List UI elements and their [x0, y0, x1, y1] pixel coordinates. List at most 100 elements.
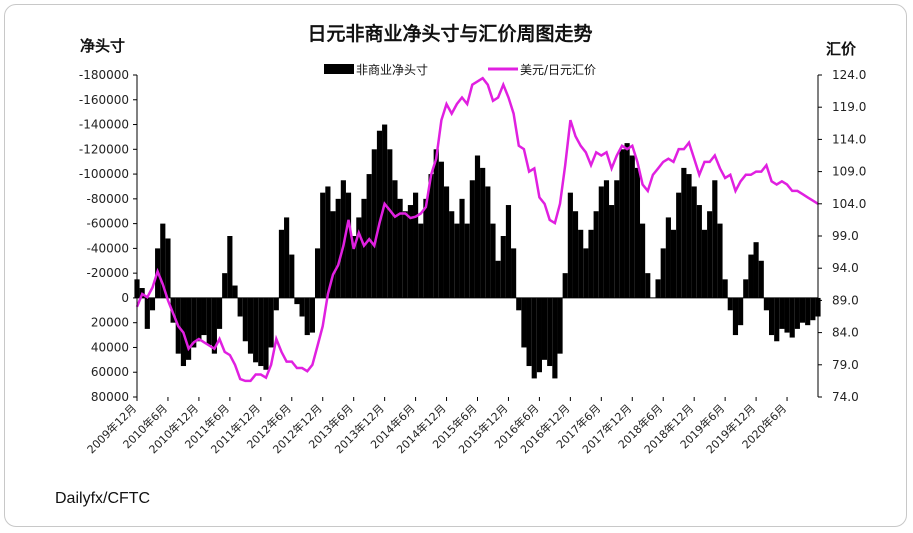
right-tick-label: 114.0 — [832, 132, 866, 146]
bar-net-position — [258, 297, 264, 367]
right-tick-label: 79.0 — [832, 358, 859, 372]
bar-net-position — [789, 297, 795, 338]
bar-net-position — [727, 297, 733, 311]
chart-title: 日元非商业净头寸与汇价周图走势 — [307, 22, 592, 45]
bar-net-position — [536, 297, 542, 373]
left-tick-label: -60000 — [86, 217, 129, 231]
bar-net-position — [707, 211, 713, 298]
bar-net-position — [454, 223, 460, 298]
left-tick-label: -40000 — [86, 241, 129, 255]
bar-net-position — [149, 297, 156, 311]
bar-net-position — [774, 297, 780, 342]
bar-net-position — [237, 297, 243, 317]
bar-net-position — [629, 155, 635, 298]
bar-net-position — [572, 211, 579, 298]
bar-net-position — [624, 143, 630, 298]
bar-net-position — [382, 124, 388, 298]
bar-net-position — [686, 174, 692, 298]
bar-net-position — [526, 297, 532, 367]
bar-net-position — [206, 297, 212, 345]
bar-net-position — [521, 297, 527, 348]
bar-net-position — [428, 174, 434, 298]
line-series-usdjpy — [135, 76, 819, 383]
bar-net-position — [201, 297, 207, 336]
bar-net-position — [263, 297, 269, 370]
left-tick-label: -140000 — [79, 118, 129, 132]
bar-net-position — [603, 180, 610, 298]
bar-net-position — [753, 242, 759, 298]
bar-net-position — [433, 149, 439, 298]
bar-net-position — [562, 273, 568, 298]
bar-net-position — [758, 260, 764, 298]
bar-net-position — [402, 211, 408, 298]
bar-net-position — [722, 279, 728, 298]
bar-net-position — [330, 211, 336, 298]
bar-net-position — [273, 297, 279, 311]
left-tick-label: -160000 — [79, 93, 129, 107]
bar-net-position — [284, 217, 290, 298]
bar-net-position — [784, 297, 790, 333]
bar-net-position — [397, 198, 403, 298]
bar-net-position — [660, 248, 666, 298]
right-tick-label: 119.0 — [832, 100, 866, 114]
bar-net-position — [242, 297, 248, 342]
right-axis-ticks: 74.0 79.0 84.0 89.0 94.0 99.0 104.0 109.0 114.0 1… — [818, 68, 866, 404]
bar-net-position — [691, 186, 697, 298]
legend-label-usdjpy: 美元/日元汇价 — [520, 63, 596, 77]
bar-net-position — [748, 254, 754, 298]
bar-net-position — [304, 297, 310, 336]
right-tick-label: 89.0 — [832, 293, 859, 307]
bar-net-position — [665, 217, 671, 298]
bar-net-position — [345, 192, 352, 298]
bar-net-position — [191, 297, 197, 348]
bar-net-position — [805, 297, 811, 326]
bar-net-position — [794, 297, 800, 329]
bar-net-position — [614, 180, 620, 298]
bar-net-position — [511, 248, 517, 298]
bar-net-position — [505, 205, 512, 298]
bar-net-position — [211, 297, 217, 354]
bar-net-position — [443, 186, 450, 298]
bar-net-position — [763, 297, 769, 311]
bar-net-position — [799, 297, 806, 323]
bar-net-position — [531, 297, 537, 379]
bar-net-position — [516, 297, 522, 311]
bar-net-position — [253, 297, 259, 363]
right-tick-label: 109.0 — [832, 165, 866, 179]
bar-net-position — [309, 297, 315, 333]
right-tick-label: 99.0 — [832, 229, 859, 243]
bar-net-position — [495, 260, 501, 298]
bar-net-position — [480, 167, 486, 298]
bar-net-position — [268, 297, 274, 348]
bar-net-position — [779, 297, 785, 329]
right-tick-label: 104.0 — [832, 197, 866, 211]
bar-net-position — [640, 223, 646, 298]
left-tick-label: -120000 — [79, 142, 129, 156]
bar-net-position — [485, 186, 491, 298]
bar-net-position — [717, 223, 723, 298]
bar-net-position — [810, 297, 816, 321]
bar-net-position — [423, 198, 429, 298]
bar-net-position — [186, 297, 192, 360]
left-tick-label: 60000 — [91, 365, 129, 379]
left-tick-label: -100000 — [79, 167, 129, 181]
bar-net-position — [351, 236, 357, 298]
bar-net-position — [490, 223, 496, 298]
bar-net-position — [696, 205, 702, 298]
bar-net-position — [588, 229, 594, 298]
right-tick-label: 74.0 — [832, 390, 859, 404]
bar-net-position — [768, 297, 775, 336]
bar-net-position — [578, 229, 584, 298]
bar-net-position — [701, 229, 708, 298]
bar-net-position — [418, 223, 424, 298]
bar-net-position — [464, 223, 470, 298]
bar-net-position — [361, 198, 367, 298]
bar-net-position — [232, 285, 238, 298]
left-tick-label: -20000 — [86, 266, 129, 280]
legend-swatch-net-position — [324, 64, 354, 74]
bar-net-position — [732, 297, 739, 336]
bar-net-position — [325, 186, 331, 298]
bar-net-position — [583, 248, 589, 298]
right-tick-label: 94.0 — [832, 261, 859, 275]
